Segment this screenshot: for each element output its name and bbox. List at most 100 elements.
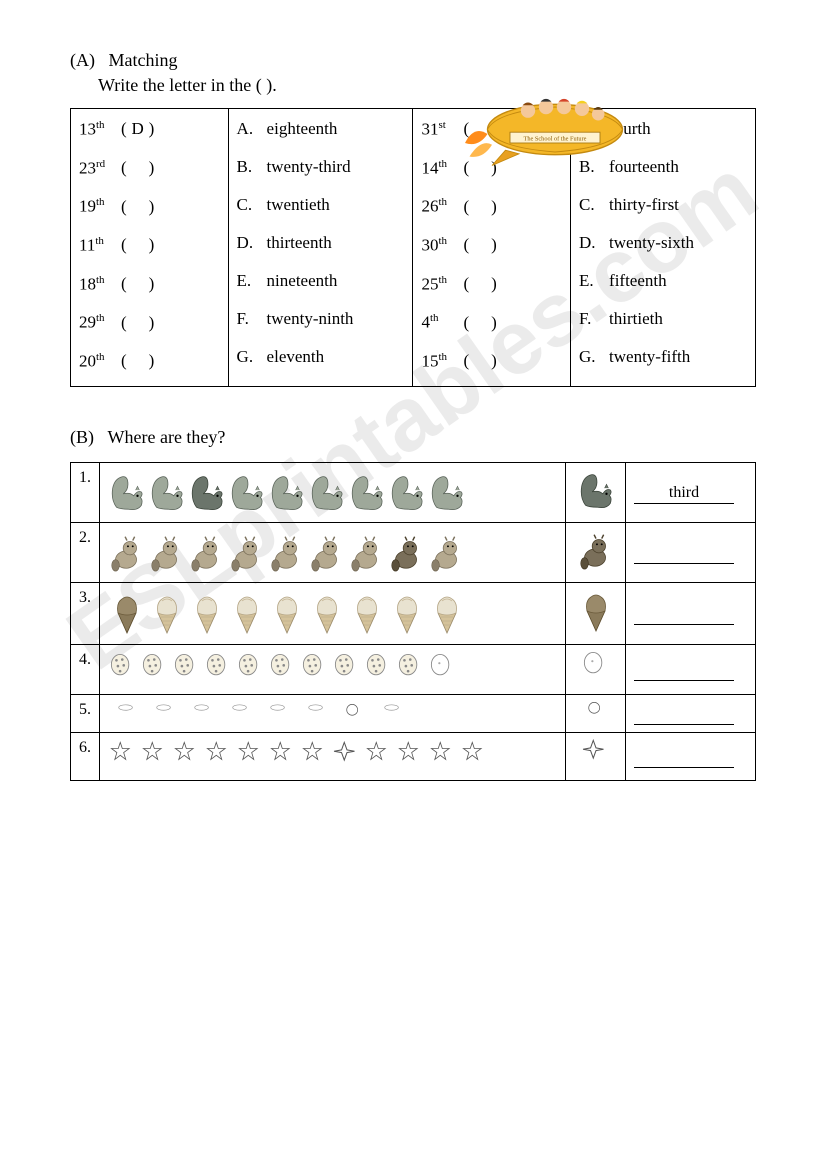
choice-word: thirtieth xyxy=(609,309,663,329)
where-row: 1. third xyxy=(71,462,756,522)
word-row: G.eleventh xyxy=(237,347,405,367)
oval-icon xyxy=(108,703,144,723)
icecream-single-icon xyxy=(577,589,615,633)
ordinal-number: 18th xyxy=(79,274,121,295)
ordinal-row: 20th( ) xyxy=(79,351,220,372)
cookie-icon xyxy=(108,653,138,685)
beaver-icon xyxy=(268,531,306,573)
section-a-header: (A) Matching xyxy=(70,50,756,71)
ordinal-row: 4th( ) xyxy=(421,312,562,333)
where-row: 6. xyxy=(71,732,756,780)
where-row: 2. xyxy=(71,522,756,582)
ordinal-row: 13th(D) xyxy=(79,119,220,140)
star-icon xyxy=(428,741,458,771)
choice-word: thirteenth xyxy=(267,233,332,253)
star-icon xyxy=(460,741,490,771)
choice-letter: E. xyxy=(579,271,609,291)
answer-blank[interactable] xyxy=(634,605,734,625)
oval-icon xyxy=(222,703,258,723)
choice-letter: C. xyxy=(237,195,267,215)
word-row: E.fifteenth xyxy=(579,271,747,291)
matching-table: 13th(D)23rd( )19th( )11th( )18th( )29th(… xyxy=(70,108,756,387)
svg-text:The School of the Future: The School of the Future xyxy=(524,135,587,142)
beaver-icon xyxy=(308,531,346,573)
cookie-icon xyxy=(300,653,330,685)
ordinal-row: 19th( ) xyxy=(79,196,220,217)
ordinal-row: 18th( ) xyxy=(79,274,220,295)
answer-paren[interactable]: ( ) xyxy=(463,235,496,255)
squirrel-icon xyxy=(188,471,226,513)
choice-letter: G. xyxy=(579,347,609,367)
ordinal-number: 25th xyxy=(421,274,463,295)
section-b-header: (B) Where are they? xyxy=(70,427,756,448)
answer-blank[interactable] xyxy=(634,661,734,681)
choice-word: twenty-ninth xyxy=(267,309,354,329)
choice-letter: A. xyxy=(237,119,267,139)
choice-word: twenty-third xyxy=(267,157,351,177)
choice-letter: E. xyxy=(237,271,267,291)
icecream-icon xyxy=(188,591,226,635)
answer-paren[interactable]: ( ) xyxy=(121,351,154,371)
row-number: 5. xyxy=(71,694,100,732)
ordinal-number: 13th xyxy=(79,119,121,140)
ordinal-row: 26th( ) xyxy=(421,196,562,217)
choice-word: eighteenth xyxy=(267,119,338,139)
ordinal-row: 23rd( ) xyxy=(79,158,220,179)
answer-paren[interactable]: ( ) xyxy=(463,351,496,371)
beaver-icon xyxy=(348,531,386,573)
ordinal-number: 29th xyxy=(79,312,121,333)
squirrel-single-icon xyxy=(577,469,615,511)
choice-word: twentieth xyxy=(267,195,330,215)
beaver-icon xyxy=(148,531,186,573)
choice-word: thirty-first xyxy=(609,195,679,215)
choice-letter: G. xyxy=(237,347,267,367)
oval-icon xyxy=(374,703,410,723)
word-row: C.twentieth xyxy=(237,195,405,215)
star-icon xyxy=(236,741,266,771)
row-number: 3. xyxy=(71,582,100,644)
answer-paren[interactable]: ( ) xyxy=(463,274,496,294)
word-row: B.twenty-third xyxy=(237,157,405,177)
squirrel-icon xyxy=(428,471,466,513)
star-single-icon xyxy=(581,739,611,769)
word-row: F.thirtieth xyxy=(579,309,747,329)
cookie-single-icon xyxy=(581,651,611,683)
answer-paren[interactable]: ( ) xyxy=(463,197,496,217)
squirrel-icon xyxy=(388,471,426,513)
beaver-single-icon xyxy=(577,529,615,571)
star-icon xyxy=(172,741,202,771)
icecream-icon xyxy=(148,591,186,635)
answer-paren[interactable]: ( ) xyxy=(121,313,154,333)
answer-paren[interactable]: ( ) xyxy=(121,274,154,294)
oval-icon xyxy=(146,703,182,723)
icecream-icon xyxy=(348,591,386,635)
cookie-icon xyxy=(236,653,266,685)
answer-blank[interactable]: third xyxy=(634,484,734,504)
ordinal-number: 30th xyxy=(421,235,463,256)
answer-paren[interactable]: ( ) xyxy=(463,313,496,333)
ordinal-number: 20th xyxy=(79,351,121,372)
word-row: E.nineteenth xyxy=(237,271,405,291)
star-icon xyxy=(300,741,330,771)
squirrel-icon xyxy=(348,471,386,513)
where-row: 5. xyxy=(71,694,756,732)
choice-letter: F. xyxy=(237,309,267,329)
answer-paren[interactable]: ( ) xyxy=(121,235,154,255)
answer-blank[interactable] xyxy=(634,544,734,564)
ordinal-number: 11th xyxy=(79,235,121,256)
word-row: D.thirteenth xyxy=(237,233,405,253)
ordinal-number: 15th xyxy=(421,351,463,372)
squirrel-icon xyxy=(268,471,306,513)
icecream-icon xyxy=(308,591,346,635)
answer-paren[interactable]: (D) xyxy=(121,119,154,139)
star-icon xyxy=(204,741,234,771)
answer-blank[interactable] xyxy=(634,748,734,768)
answer-blank[interactable] xyxy=(634,705,734,725)
answer-paren[interactable]: ( ) xyxy=(121,158,154,178)
row-number: 1. xyxy=(71,462,100,522)
cookie-icon xyxy=(364,653,394,685)
choice-word: nineteenth xyxy=(267,271,338,291)
icecream-icon xyxy=(228,591,266,635)
icecream-icon xyxy=(268,591,306,635)
answer-paren[interactable]: ( ) xyxy=(121,197,154,217)
